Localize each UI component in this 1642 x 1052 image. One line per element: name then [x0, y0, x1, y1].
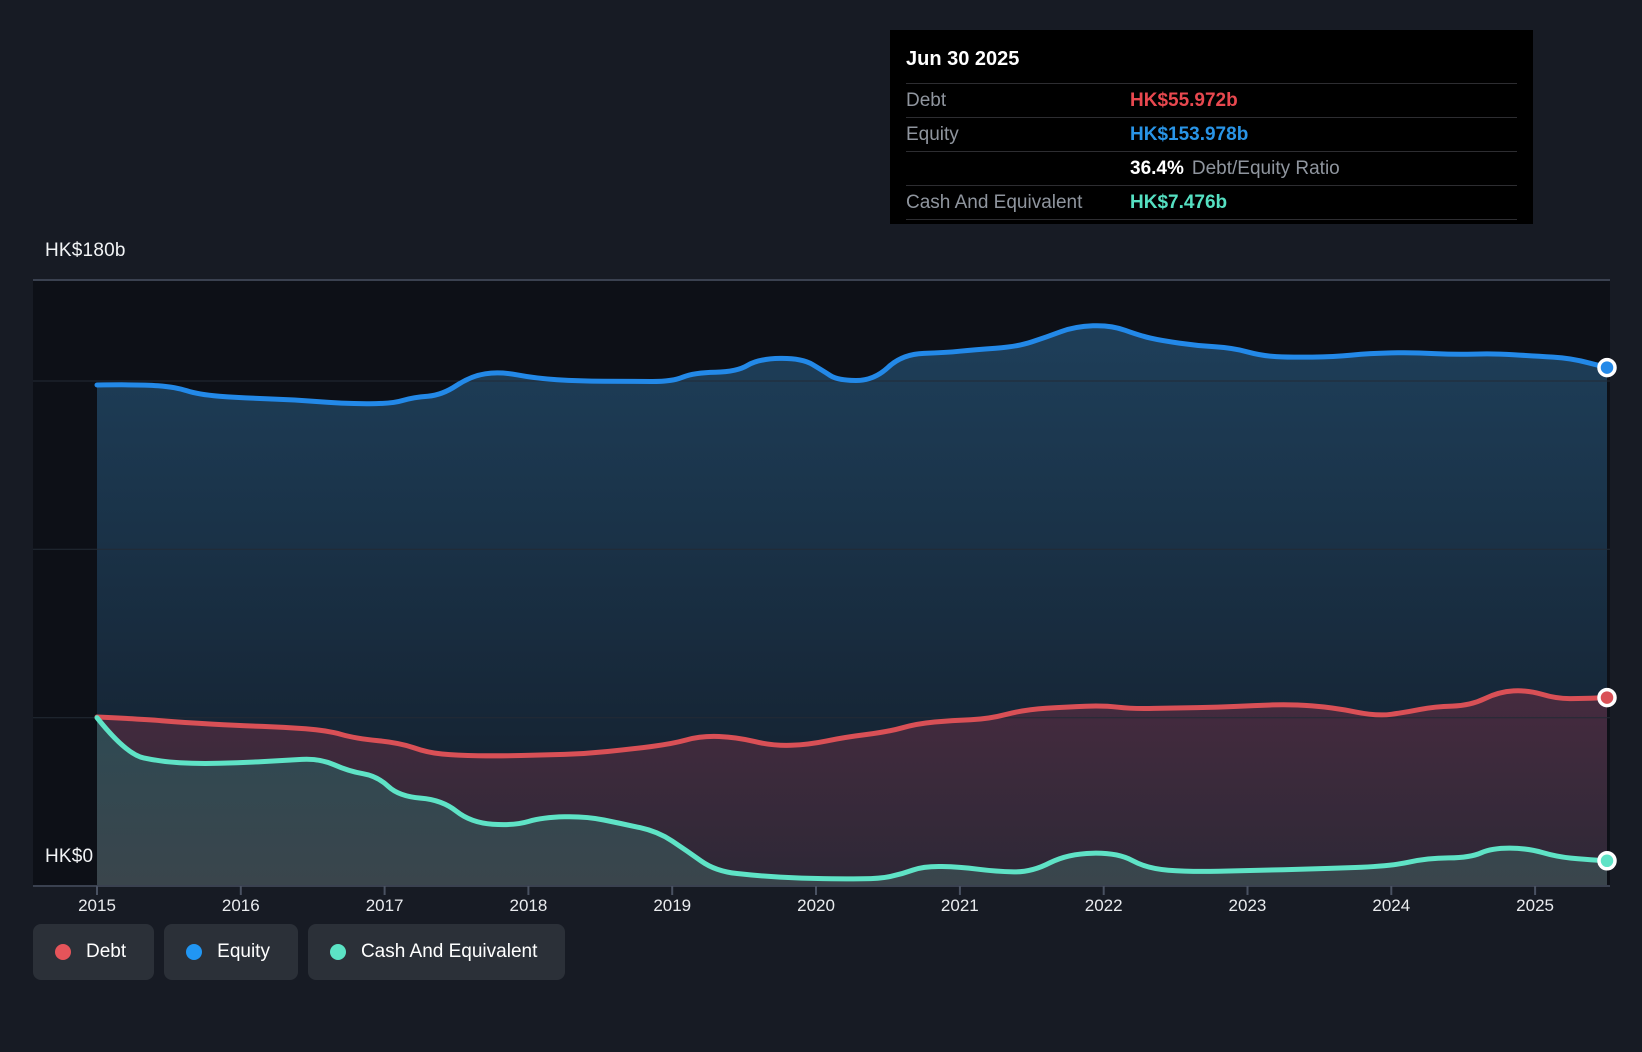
legend-item-debt[interactable]: Debt — [33, 924, 155, 980]
x-axis-label-2019: 2019 — [653, 896, 692, 915]
tooltip-cash-label: Cash And Equivalent — [906, 191, 1083, 213]
x-axis-label-2018: 2018 — [509, 896, 548, 915]
debt-line — [94, 688, 1610, 759]
legend-item-cash[interactable]: Cash And Equivalent — [307, 924, 566, 980]
x-axis-label-2020: 2020 — [797, 896, 835, 915]
x-axis-label-2017: 2017 — [365, 896, 404, 915]
debt-endpoint-dot[interactable] — [1597, 687, 1617, 708]
tooltip-ratio-value: 36.4% — [1130, 157, 1184, 179]
legend-item-equity[interactable]: Equity — [164, 924, 298, 980]
tooltip-ratio: 36.4% Debt/Equity Ratio — [1130, 158, 1340, 180]
x-axis-label-2024: 2024 — [1372, 896, 1411, 915]
debt-dot-icon — [55, 944, 71, 960]
tooltip-row-ratio: 36.4% Debt/Equity Ratio — [906, 151, 1517, 185]
tooltip-row-equity: Equity HK$153.978b — [906, 117, 1517, 151]
x-axis-label-2025: 2025 — [1516, 896, 1554, 915]
equity-dot-icon — [186, 944, 203, 960]
legend-equity-label: Equity — [217, 941, 270, 962]
tooltip-date: Jun 30 2025 — [906, 48, 1020, 70]
tooltip-equity-value: HK$153.978b — [1130, 123, 1249, 145]
equity-endpoint-dot[interactable] — [1597, 357, 1617, 378]
equity-line — [94, 323, 1610, 407]
y-axis-label-zero: HK$0 — [45, 846, 94, 867]
tooltip-equity-label: Equity — [906, 123, 959, 145]
legend-cash-label: Cash And Equivalent — [360, 941, 538, 962]
chart-tooltip: Jun 30 2025 Debt HK$55.972b Equity HK$15… — [890, 30, 1533, 224]
x-axis-label-2016: 2016 — [221, 896, 260, 915]
x-axis-label-2015: 2015 — [78, 896, 116, 915]
tooltip-row-cash: Cash And Equivalent HK$7.476b — [906, 185, 1517, 220]
cash-and-equivalent-endpoint-dot[interactable] — [1597, 851, 1617, 871]
y-axis-label-top: HK$180b — [45, 240, 126, 261]
tooltip-ratio-label: Debt/Equity Ratio — [1191, 157, 1340, 179]
legend-debt-label: Debt — [86, 941, 127, 962]
tooltip-debt-value: HK$55.972b — [1130, 89, 1238, 111]
tooltip-row-debt: Debt HK$55.972b — [906, 83, 1517, 117]
tooltip-debt-label: Debt — [906, 89, 947, 111]
chart-legend: Debt Equity Cash And Equivalent — [33, 924, 566, 980]
x-axis-label-2021: 2021 — [940, 896, 979, 915]
cash-dot-icon — [329, 944, 346, 960]
cash-and-equivalent-area — [97, 717, 1607, 886]
cash-and-equivalent-line — [94, 715, 1610, 882]
x-axis-label-2022: 2022 — [1084, 896, 1123, 915]
tooltip-cash-value: HK$7.476b — [1130, 191, 1228, 213]
x-axis-label-2023: 2023 — [1228, 896, 1267, 915]
